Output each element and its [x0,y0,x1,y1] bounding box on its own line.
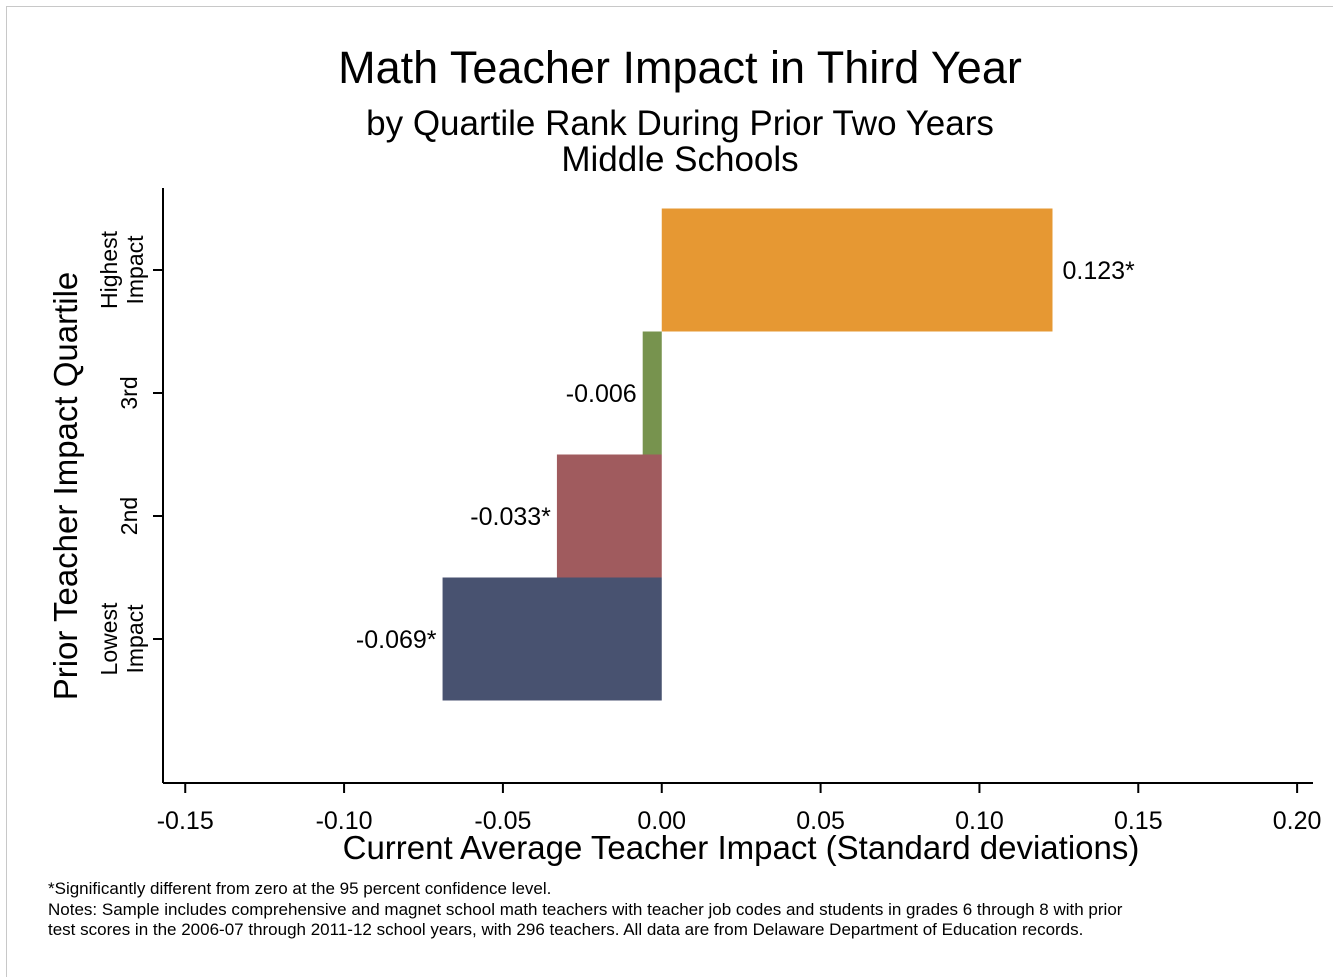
x-tick-label: 0.15 [1114,807,1163,835]
bar [661,208,1053,332]
y-tick-label: 3rd [116,376,142,409]
bar-data-label: 0.123* [1063,257,1136,285]
y-tick-label: LowestImpact [96,602,148,675]
x-tick-label: -0.05 [474,807,531,835]
x-tick-label: 0.10 [955,807,1004,835]
chart-frame [6,6,1333,977]
y-tick-label: 2nd [116,497,142,535]
x-tick-label: 0.00 [637,807,686,835]
x-tick-label: 0.05 [796,807,845,835]
bar [556,454,662,578]
chart-subtitle: by Quartile Rank During Prior Two Years [366,104,994,143]
y-tick-label: HighestImpact [96,230,148,309]
notes-line-1: Notes: Sample includes comprehensive and… [48,900,1123,919]
chart-title: Math Teacher Impact in Third Year [338,42,1022,93]
chart-subtitle-line2: Middle Schools [561,140,799,179]
x-axis-title: Current Average Teacher Impact (Standard… [343,829,1140,866]
x-tick-label: -0.10 [316,807,373,835]
significance-note: *Significantly different from zero at th… [48,879,552,898]
bar-data-label: -0.006 [566,380,637,408]
bar [442,577,662,701]
bar-data-label: -0.033* [470,503,551,531]
x-tick-label: -0.15 [157,807,214,835]
bar-data-label: -0.069* [356,626,437,654]
y-axis-title: Prior Teacher Impact Quartile [47,272,84,701]
notes-line-2: test scores in the 2006-07 through 2011-… [48,920,1084,939]
x-tick-label: 0.20 [1273,807,1322,835]
bar [642,331,662,455]
